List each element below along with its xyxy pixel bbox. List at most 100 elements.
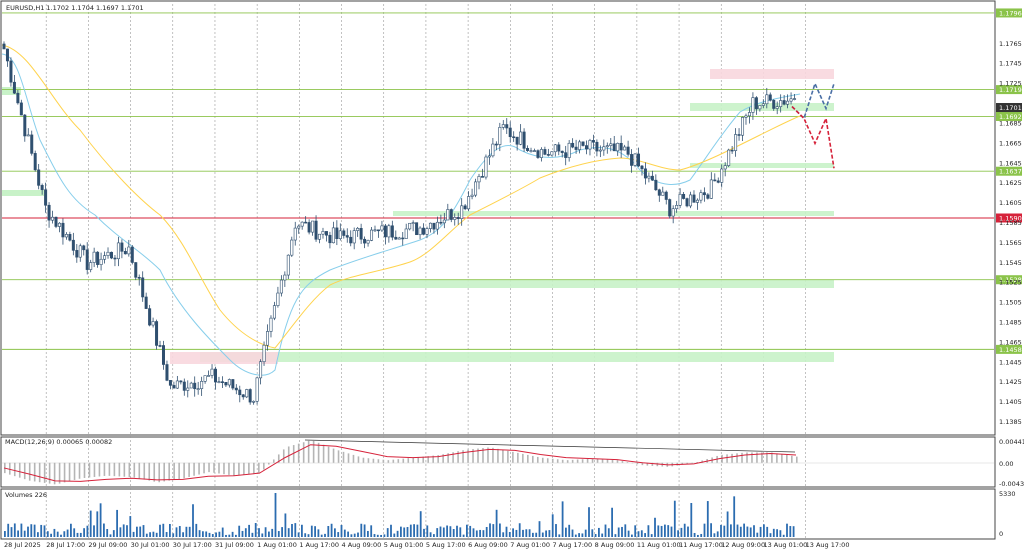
level-label-box [996,344,1022,354]
candle-body [647,175,651,179]
volume-bar [155,532,158,537]
macd-bar [203,462,205,474]
candle-body [266,331,270,346]
candle-body [487,155,491,158]
macd-bar [781,454,783,463]
volume-bar [522,529,524,537]
macd-bar [342,451,345,463]
x-tick-label: 12 Aug 09:00 [721,541,765,549]
volume-bar [390,524,392,537]
candle-body [71,239,75,251]
macd-bar [233,462,235,476]
volume-bar [756,532,759,537]
volume-bar [772,528,775,537]
candle-body [331,227,335,244]
volume-bar [475,530,478,537]
candle-body [158,345,162,347]
volume-bar [268,531,270,537]
volume-bar [782,534,785,537]
macd-bar [68,462,71,482]
volume-bar [413,524,415,537]
candle-body [754,97,758,110]
candle-body [401,237,405,240]
candle-body [456,217,460,219]
volume-bar [551,514,554,537]
zone-left-1 [2,87,21,95]
candle-body [82,245,86,251]
volume-bar [334,528,336,537]
y-tick-label: 1.1465 [999,338,1022,346]
candle-body [33,153,37,171]
volume-bar [119,527,122,537]
candle-body [269,317,273,332]
volume-bar [436,528,439,537]
volume-bar [343,529,346,537]
candle-body [730,149,734,152]
volume-bar [162,523,165,537]
macd-bar [756,452,758,463]
macd-bar [352,454,355,463]
macd-bar [268,462,270,465]
volume-bar [7,523,10,537]
level-label: 1.1458 [999,346,1022,354]
x-tick-label: 5 Aug 17:00 [426,541,466,549]
volume-bar [274,493,277,537]
macd-bar [48,462,51,484]
candle-body [515,136,519,145]
macd-bar [73,462,76,480]
macd-bar [33,462,36,482]
volume-bar [683,523,686,537]
zone-1458-red [170,352,278,364]
forecast-bear-line [791,105,835,169]
volume-bar [254,523,257,537]
volume-bar [459,527,462,537]
x-tick-label: 31 Jul 09:00 [215,541,254,549]
candle-body [626,146,630,155]
candle-body [109,251,113,259]
volume-bar [631,534,633,537]
y-tick-label: 1.1525 [999,279,1022,287]
volume-bar [591,529,594,537]
macd-bar [198,462,200,475]
candle-body [546,154,550,156]
volume-bar [149,532,151,537]
volume-bar [185,526,188,537]
candle-body [536,150,540,158]
candle-body [217,381,221,383]
y-tick-label: 1.1665 [999,139,1022,147]
y-tick-label: 1.1405 [999,398,1022,406]
macd-bar [317,442,320,463]
candle-body [668,199,672,217]
volume-bar [541,532,544,537]
volume-bar [697,534,699,537]
candle-body [234,387,238,391]
macd-bar [771,452,773,463]
volume-bar [139,526,142,537]
candle-body [238,389,242,396]
volume-bar [218,531,221,537]
candle-body [30,134,34,154]
y-tick-label: 1.1645 [999,159,1022,167]
macd-bar [347,453,350,463]
macd-bar [128,462,131,478]
macd-bar [472,449,474,463]
candle-body [713,179,717,182]
volume-bar [604,524,607,537]
candle-body [772,99,776,109]
volume-bar [634,525,637,537]
volume-bar [439,526,442,537]
x-tick-label: 8 Aug 09:00 [595,541,635,549]
candle-body [186,387,190,391]
ma-slow-line [1,44,801,349]
y-tick-label: 1.1545 [999,259,1022,267]
candle-body [765,94,769,105]
volume-bar [726,511,729,537]
macd-bar [507,450,509,463]
candle-body [428,222,432,229]
volume-bar [30,524,33,537]
candle-body [657,189,661,196]
y-tick-label: 1.1425 [999,378,1022,386]
volume-bar [192,504,194,537]
zone-1590 [393,211,834,216]
candle-body [182,381,186,391]
